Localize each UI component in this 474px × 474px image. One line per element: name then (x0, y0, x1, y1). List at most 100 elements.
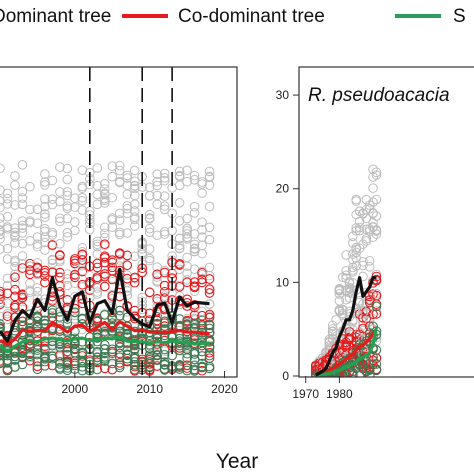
scatter-point-grey (341, 273, 351, 283)
scatter-point-red (17, 263, 28, 273)
scatter-point-grey (144, 244, 155, 254)
scatter-point-grey (40, 212, 50, 222)
trend-line-black (0, 267, 210, 343)
scatter-point-grey (10, 238, 20, 248)
scatter-point-grey (25, 285, 35, 296)
scatter-point-grey (107, 161, 118, 171)
scatter-point-grey (182, 165, 192, 176)
scatter-point-green (0, 321, 5, 332)
scatter-point-grey (204, 270, 215, 281)
scatter-point-red (129, 277, 140, 288)
trend-line-codominant (0, 320, 210, 347)
scatter-point-red (77, 266, 88, 277)
scatter-point-grey (99, 232, 110, 243)
scatter-point-red (364, 370, 375, 377)
scatter-point-red (371, 309, 382, 319)
scatter-point-grey (159, 201, 170, 211)
scatter-point-grey (331, 315, 341, 325)
scatter-point-grey (40, 194, 50, 204)
scatter-point-green (174, 364, 185, 374)
scatter-point-grey (182, 275, 192, 285)
scatter-point-green (114, 310, 125, 321)
scatter-point-grey (129, 221, 140, 231)
scatter-point-red (17, 292, 28, 303)
scatter-point-grey (114, 208, 125, 219)
scatter-point-grey (47, 230, 58, 240)
scatter-point-grey (371, 306, 382, 316)
scatter-point-grey (92, 249, 103, 259)
scatter-point-red (92, 258, 103, 269)
scatter-point-grey (62, 227, 73, 238)
scatter-point-grey (204, 234, 215, 245)
scatter-point-grey (17, 223, 28, 233)
scatter-point-green (371, 326, 382, 337)
scatter-point-grey (361, 213, 372, 224)
scatter-point-grey (152, 169, 162, 179)
scatter-point-red (25, 355, 35, 366)
scatter-point-grey (182, 229, 192, 239)
scatter-point-green (114, 362, 125, 373)
trend-line-s (0, 335, 210, 354)
scatter-point-grey (107, 222, 118, 232)
scatter-point-red (364, 295, 375, 305)
scatter-point-grey (62, 174, 73, 185)
right-panel: 1970 1980 0 10 20 30 R. pseudoacacia (276, 66, 474, 401)
scatter-point-grey (371, 211, 382, 221)
scatter-point-red (182, 277, 192, 288)
scatter-point-grey (174, 198, 185, 208)
scatter-point-grey (354, 225, 365, 236)
scatter-point-grey (62, 232, 73, 242)
scatter-point-red (197, 310, 207, 321)
scatter-point-grey (368, 164, 378, 175)
scatter-point-grey (129, 190, 140, 201)
scatter-point-grey (2, 243, 13, 254)
scatter-point-grey (348, 238, 358, 248)
scatter-point-red (204, 274, 215, 284)
scatter-point-grey (55, 162, 65, 172)
scatter-point-red (77, 255, 88, 265)
scatter-point-grey (348, 316, 358, 327)
scatter-point-red (40, 265, 50, 276)
scatter-point-green (204, 341, 215, 352)
scatter-point-grey (92, 239, 103, 250)
scatter-point-grey (32, 283, 43, 293)
scatter-point-grey (2, 280, 13, 291)
scatter-point-grey (159, 168, 170, 179)
scatter-point-grey (47, 227, 58, 238)
x-tick-label: 2010 (136, 382, 163, 396)
scatter-point-grey (92, 287, 103, 297)
scatter-point-grey (40, 209, 50, 219)
scatter-point-red (107, 255, 118, 265)
legend: Dominant tree Co-dominant tree S (0, 6, 466, 27)
trend-line-codominant (315, 328, 378, 377)
scatter-point-green (62, 327, 73, 338)
scatter-point-grey (25, 204, 35, 215)
scatter-point-grey (189, 175, 200, 185)
scatter-point-grey (10, 230, 20, 241)
x-tick-label: 1980 (326, 387, 353, 401)
scatter-point-grey (159, 173, 170, 183)
scatter-point-red (40, 277, 50, 288)
scatter-point-red (144, 287, 155, 298)
scatter-point-green (114, 305, 125, 316)
right-trend-lines (315, 276, 378, 377)
scatter-point-grey (55, 196, 65, 207)
scatter-point-grey (55, 256, 65, 267)
scatter-point-grey (129, 180, 140, 191)
scatter-point-red (17, 316, 28, 327)
scatter-point-green (92, 364, 103, 375)
scatter-point-green (0, 326, 5, 337)
scatter-point-grey (204, 180, 215, 190)
scatter-point-green (159, 349, 170, 360)
scatter-point-grey (10, 227, 20, 238)
scatter-point-red (69, 272, 80, 283)
scatter-point-green (204, 361, 215, 372)
scatter-point-red (204, 347, 215, 358)
scatter-point-grey (62, 163, 73, 174)
scatter-point-red (129, 305, 140, 316)
scatter-point-grey (204, 171, 215, 182)
scatter-point-grey (189, 170, 200, 181)
scatter-point-red (122, 250, 133, 261)
scatter-point-grey (2, 188, 13, 199)
